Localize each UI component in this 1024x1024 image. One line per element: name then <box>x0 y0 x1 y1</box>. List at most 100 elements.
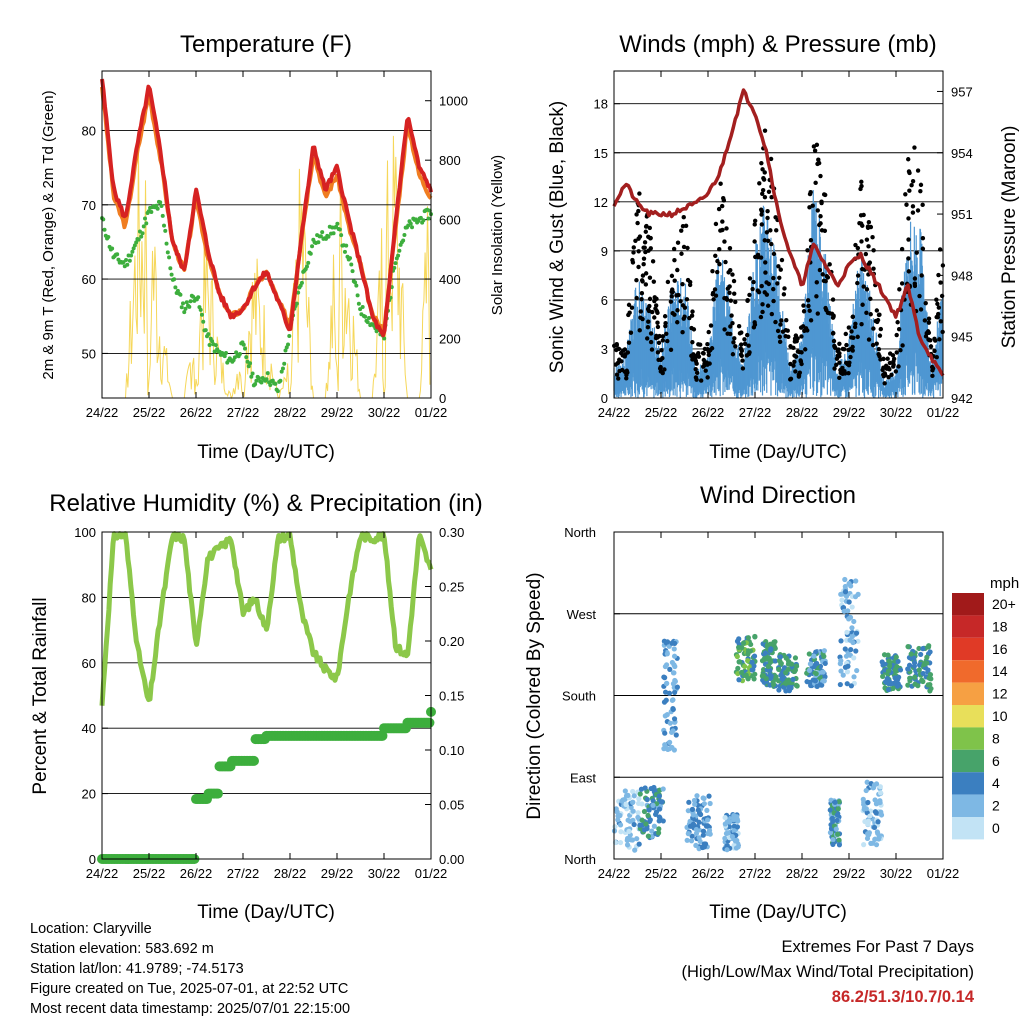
colorbar-swatch <box>952 682 984 705</box>
direction-point <box>895 676 901 682</box>
gust-point <box>669 273 675 279</box>
gust-point <box>663 320 668 326</box>
gust-point <box>648 339 654 345</box>
gust-point <box>775 328 781 334</box>
temp-xtick-label: 29/22 <box>321 405 354 420</box>
direction-point <box>785 680 792 686</box>
temperature-ylabel-left: 2m & 9m T (Red, Orange) & 2m Td (Green) <box>40 90 57 379</box>
direction-point <box>905 644 911 650</box>
rh-xtick-label: 27/22 <box>227 866 260 881</box>
direction-point <box>669 640 675 646</box>
direction-point <box>876 834 882 840</box>
gust-point <box>765 215 770 221</box>
gust-point <box>849 329 854 334</box>
gust-point <box>812 148 818 153</box>
gust-point <box>715 269 720 275</box>
wind-ytick-label: 3 <box>601 342 608 357</box>
direction-point <box>624 842 631 848</box>
gust-point <box>693 367 698 372</box>
direction-point <box>651 823 657 829</box>
dewpoint-point <box>363 314 368 319</box>
gust-point <box>777 334 782 340</box>
dir-xtick-label: 30/22 <box>880 866 913 881</box>
gust-point <box>619 359 624 364</box>
gust-point <box>784 317 789 323</box>
rh-ytick-label: 0 <box>89 852 96 867</box>
dewpoint-point <box>188 299 193 304</box>
gust-point <box>844 342 849 348</box>
direction-point <box>839 597 845 603</box>
gust-point <box>647 296 653 302</box>
gust-point <box>785 328 790 333</box>
colorbar-label: 8 <box>992 730 1000 746</box>
gust-point <box>852 324 858 330</box>
direction-point <box>659 799 665 805</box>
direction-point <box>814 660 820 667</box>
direction-point <box>671 670 677 676</box>
gust-point <box>792 353 797 358</box>
direction-point <box>723 830 730 837</box>
gust-point <box>681 244 687 250</box>
dewpoint-point <box>283 348 288 353</box>
dewpoint-point <box>182 310 187 315</box>
direction-point <box>851 618 857 625</box>
gust-point <box>838 367 843 373</box>
direction-point <box>861 842 867 848</box>
gust-point <box>936 272 941 278</box>
direction-point <box>806 651 812 657</box>
gust-point <box>865 224 871 229</box>
dir-ytick-label: West <box>567 607 597 622</box>
direction-point <box>845 663 851 669</box>
dewpoint-point <box>401 238 406 243</box>
direction-point <box>630 808 636 814</box>
gust-point <box>721 195 726 201</box>
gust-point <box>687 279 693 285</box>
direction-point <box>666 690 673 696</box>
direction-point <box>872 809 879 815</box>
direction-point <box>880 661 887 667</box>
gust-point <box>680 223 686 229</box>
dewpoint-point <box>168 266 173 271</box>
gust-point <box>733 344 738 349</box>
dewpoint-point <box>310 244 315 249</box>
gust-point <box>779 257 785 263</box>
direction-point <box>867 813 873 819</box>
solar-insolation-line <box>102 135 431 400</box>
gust-point <box>623 352 628 357</box>
direction-point <box>862 818 868 825</box>
gust-point <box>920 236 926 241</box>
direction-point <box>766 655 772 661</box>
gust-point <box>738 352 744 357</box>
gust-point <box>938 319 944 324</box>
gust-point <box>751 279 756 285</box>
dewpoint-point <box>421 218 426 223</box>
rh-xtick-label: 01/22 <box>415 866 448 881</box>
direction-point <box>838 658 844 664</box>
gust-point <box>832 366 837 371</box>
location-text: Location: Claryville <box>30 921 152 937</box>
gust-point <box>938 280 943 285</box>
dewpoint-point <box>155 206 160 211</box>
temp-xtick-label: 25/22 <box>133 405 166 420</box>
direction-point <box>662 713 668 719</box>
rh-xtick-label: 26/22 <box>180 866 213 881</box>
direction-point <box>783 670 789 676</box>
temp-xtick-label: 30/22 <box>368 405 401 420</box>
gust-point <box>935 301 940 307</box>
gust-point <box>781 292 787 297</box>
gust-point <box>771 275 776 281</box>
gust-point <box>712 287 718 292</box>
gust-point <box>779 318 784 323</box>
gust-point <box>739 330 744 335</box>
gust-point <box>730 321 735 326</box>
direction-point <box>907 675 913 681</box>
dewpoint-point <box>318 234 323 239</box>
temperature-xlabel: Time (Day/UTC) <box>197 442 335 463</box>
direction-point <box>822 660 828 667</box>
gust-point <box>628 330 634 335</box>
direction-point <box>836 837 842 843</box>
gust-point <box>693 375 699 380</box>
gust-point <box>932 336 937 342</box>
direction-point <box>830 841 836 847</box>
dewpoint-point <box>265 371 270 376</box>
